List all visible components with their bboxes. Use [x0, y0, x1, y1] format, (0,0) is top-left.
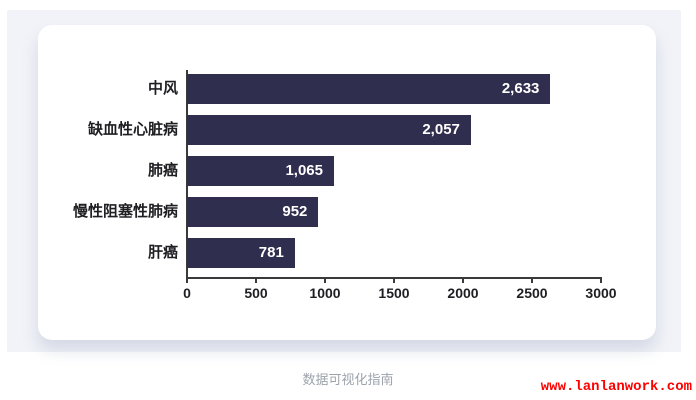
bar: 952 [187, 197, 319, 227]
x-tick-mark [324, 279, 326, 283]
x-tick-mark [186, 279, 188, 283]
bar: 1,065 [187, 156, 334, 186]
x-tick-mark [462, 279, 464, 283]
bar: 2,057 [187, 115, 471, 145]
bar-value-label: 952 [282, 203, 308, 220]
x-tick-label: 1000 [309, 285, 341, 301]
chart-card: 中风 2,633 缺血性心脏病 2,057 肺癌 1,065 慢性阻塞性肺病 952 肝癌 781… [38, 25, 656, 340]
category-label: 中风 [147, 80, 178, 97]
x-tick-label: 0 [183, 285, 191, 301]
x-tick-label: 2000 [447, 285, 479, 301]
x-tick-label: 500 [244, 285, 268, 301]
x-tick-mark [531, 279, 533, 283]
x-tick-label: 1500 [378, 285, 410, 301]
x-tick-mark [393, 279, 395, 283]
category-label: 肺癌 [147, 162, 178, 179]
category-label: 缺血性心脏病 [87, 121, 178, 138]
bar-value-label: 1,065 [285, 162, 323, 179]
caption: 数据可视化指南 [302, 372, 394, 387]
bar-value-label: 2,633 [501, 80, 540, 97]
x-tick-label: 3000 [585, 285, 617, 301]
bar: 781 [187, 238, 295, 268]
watermark: www.lanlanwork.com [540, 379, 692, 395]
x-tick-mark [600, 279, 602, 283]
bar-value-label: 2,057 [422, 121, 460, 138]
bar: 2,633 [187, 74, 551, 104]
x-tick-mark [255, 279, 257, 283]
background-panel: 中风 2,633 缺血性心脏病 2,057 肺癌 1,065 慢性阻塞性肺病 952 肝癌 781… [7, 10, 681, 352]
category-label: 肝癌 [147, 244, 178, 261]
bar-chart: 中风 2,633 缺血性心脏病 2,057 肺癌 1,065 慢性阻塞性肺病 952 肝癌 781… [38, 25, 656, 340]
x-axis-line [186, 277, 602, 279]
category-label: 慢性阻塞性肺病 [72, 203, 178, 220]
bar-value-label: 781 [258, 244, 284, 261]
x-tick-label: 2500 [516, 285, 548, 301]
